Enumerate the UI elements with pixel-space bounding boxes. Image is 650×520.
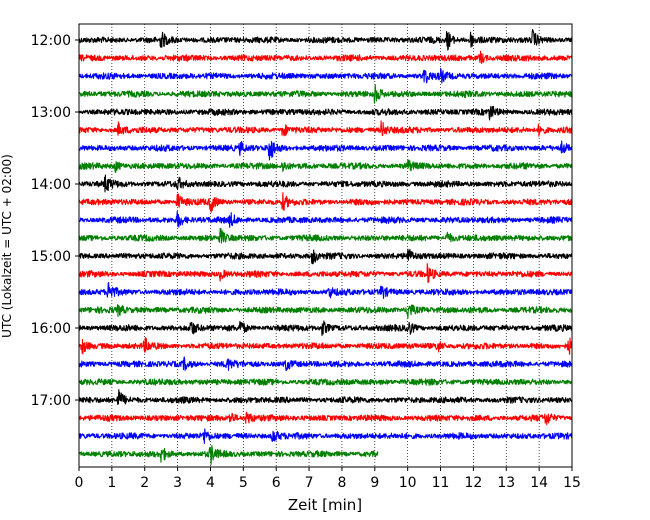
trace-1430 — [78, 210, 573, 228]
x-tick-label: 7 — [305, 475, 314, 491]
trace-1600 — [78, 320, 573, 337]
y-tick-label: 17:00 — [31, 393, 71, 409]
trace-group — [78, 29, 573, 466]
x-axis: 0 1 2 3 4 5 6 7 8 9 10 11 12 13 14 15 — [75, 467, 581, 491]
x-tick-label: 15 — [563, 475, 581, 491]
x-tick-label: 11 — [432, 475, 450, 491]
trace-1415 — [78, 192, 573, 214]
y-axis: 12:00 13:00 14:00 15:00 16:00 17:00 — [31, 33, 79, 409]
trace-1530 — [78, 281, 573, 299]
trace-1300 — [78, 105, 573, 121]
trace-1500 — [78, 248, 573, 265]
trace-1545 — [78, 304, 573, 319]
x-tick-label: 5 — [239, 475, 248, 491]
y-tick-label: 16:00 — [31, 321, 71, 337]
y-tick-label: 13:00 — [31, 105, 71, 121]
trace-1515 — [78, 263, 573, 284]
plot-area — [79, 24, 572, 467]
x-tick-label: 4 — [206, 475, 215, 491]
plot-frame — [78, 23, 573, 468]
trace-1745 — [78, 444, 379, 466]
x-tick-label: 2 — [140, 475, 149, 491]
x-tick-label: 10 — [399, 475, 417, 491]
y-tick-label: 15:00 — [31, 249, 71, 265]
x-tick-label: 3 — [173, 475, 182, 491]
trace-1345 — [78, 158, 573, 173]
trace-1715 — [78, 411, 573, 426]
x-tick-label: 1 — [107, 475, 116, 491]
trace-1400 — [78, 174, 573, 193]
trace-1315 — [78, 120, 573, 137]
trace-1330 — [78, 140, 573, 161]
trace-1615 — [78, 336, 573, 355]
y-tick-label: 14:00 — [31, 177, 71, 193]
x-axis-label: Zeit [min] — [288, 496, 362, 514]
x-tick-label: 8 — [337, 475, 346, 491]
trace-1630 — [78, 356, 573, 371]
y-axis-label: UTC (Lokalzeit = UTC + 02:00) — [0, 154, 14, 338]
x-tick-label: 0 — [75, 475, 84, 491]
trace-1730 — [78, 428, 573, 444]
x-tick-label: 9 — [370, 475, 379, 491]
trace-1645 — [78, 378, 573, 386]
y-tick-label: 12:00 — [31, 33, 71, 49]
x-tick-label: 6 — [272, 475, 281, 491]
x-tick-label: 14 — [530, 475, 548, 491]
grid-lines — [111, 24, 540, 467]
trace-1215 — [78, 50, 573, 65]
trace-1700 — [78, 389, 573, 405]
x-tick-label: 13 — [497, 475, 515, 491]
trace-1445 — [78, 227, 573, 244]
trace-1230 — [78, 67, 573, 84]
x-tick-label: 12 — [464, 475, 482, 491]
trace-1245 — [78, 83, 573, 104]
trace-1200 — [78, 29, 573, 51]
